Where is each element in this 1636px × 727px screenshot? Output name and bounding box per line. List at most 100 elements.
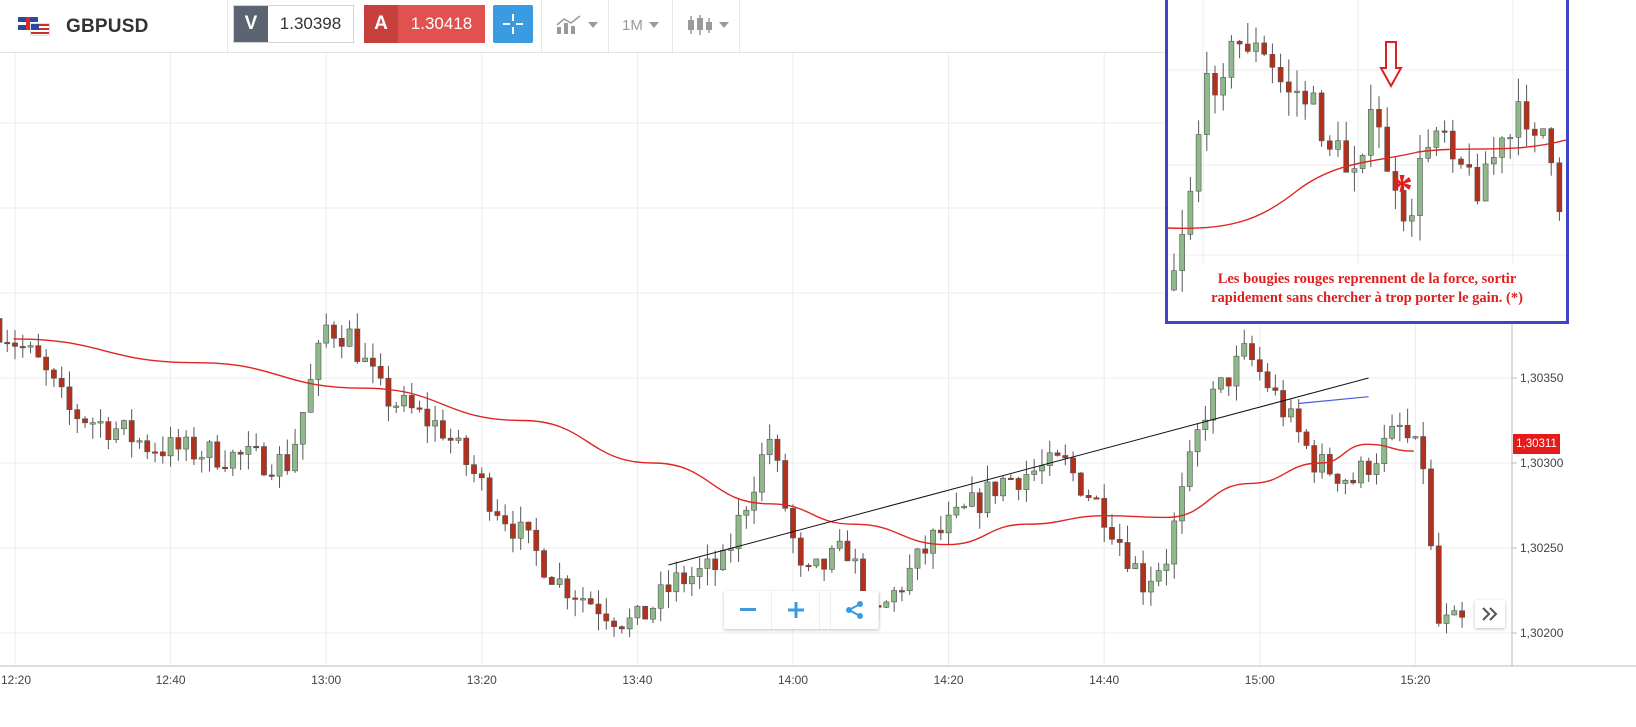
- candle-body: [1466, 164, 1473, 168]
- bullish-candle: [1294, 70, 1300, 117]
- bearish-candle: [214, 434, 221, 470]
- inset-chart: [1168, 0, 1566, 292]
- bearish-candle: [1376, 96, 1382, 148]
- bullish-candle: [1187, 177, 1194, 240]
- candle-body: [510, 523, 516, 539]
- bullish-candle: [914, 547, 921, 580]
- timeframe-dropdown[interactable]: 1M: [622, 8, 659, 42]
- bearish-candle: [992, 481, 999, 504]
- bullish-candle: [1179, 209, 1185, 292]
- bearish-candle: [805, 563, 812, 572]
- buy-button[interactable]: A 1.30418: [364, 5, 485, 43]
- bearish-candle: [1015, 476, 1022, 501]
- candle-body: [1409, 215, 1415, 222]
- candle-body: [1194, 429, 1201, 453]
- bearish-candle: [159, 436, 166, 464]
- bullish-candle: [1540, 128, 1546, 139]
- bullish-candle: [704, 544, 711, 586]
- candle-body: [1186, 451, 1193, 487]
- bullish-candle: [906, 554, 913, 595]
- symbol-selector[interactable]: GBPUSD: [18, 0, 149, 53]
- bearish-candle: [712, 550, 719, 587]
- bullish-candle: [984, 465, 991, 518]
- candle-body: [97, 421, 104, 424]
- bearish-candle: [1318, 90, 1325, 147]
- candle-body: [121, 420, 127, 430]
- candle-body: [1007, 477, 1014, 480]
- bearish-candle: [1286, 59, 1292, 116]
- candle-body: [198, 457, 205, 460]
- chart-type-dropdown[interactable]: [687, 8, 729, 42]
- bearish-candle: [494, 499, 501, 521]
- bearish-candle: [19, 334, 26, 358]
- candle-body: [1023, 474, 1030, 490]
- candle-body: [1392, 171, 1399, 191]
- bullish-candle: [1179, 472, 1185, 534]
- bearish-candle: [1007, 474, 1014, 480]
- candle-body: [478, 473, 485, 479]
- time-tick-label: 14:40: [1089, 673, 1120, 687]
- candle-body: [650, 607, 656, 620]
- candle-body: [634, 605, 641, 619]
- bearish-candle: [1236, 40, 1243, 59]
- bullish-candle: [766, 424, 773, 465]
- candle-body: [245, 446, 252, 455]
- candle-body: [307, 379, 314, 413]
- zoom-out-button[interactable]: [724, 591, 772, 629]
- candle-body: [1070, 457, 1076, 474]
- bullish-candle: [828, 545, 835, 573]
- candle-body: [665, 584, 672, 593]
- candle-body: [1449, 130, 1456, 160]
- candle-body: [1381, 437, 1388, 464]
- candle-body: [74, 409, 81, 420]
- bullish-candle: [97, 409, 104, 438]
- bullish-candle: [1203, 51, 1210, 151]
- candle-body: [113, 428, 120, 440]
- candle-body: [432, 420, 439, 427]
- share-button[interactable]: [830, 591, 879, 629]
- bullish-candle: [1443, 603, 1450, 634]
- bearish-candle: [1277, 53, 1284, 93]
- bullish-candle: [401, 385, 407, 412]
- bullish-candle: [1351, 145, 1358, 192]
- scroll-to-latest-button[interactable]: [1475, 600, 1505, 628]
- crosshair-button[interactable]: [493, 5, 533, 43]
- candle-body: [19, 346, 26, 349]
- candle-body: [439, 420, 446, 439]
- candle-body: [1295, 408, 1302, 433]
- candle-body: [1368, 109, 1374, 156]
- bearish-candle: [1303, 429, 1310, 450]
- zoom-in-button[interactable]: [772, 591, 820, 629]
- bullish-candle: [1202, 405, 1209, 441]
- bearish-candle: [471, 455, 477, 483]
- bullish-candle: [1412, 435, 1419, 440]
- bullish-candle: [1507, 134, 1514, 159]
- bullish-candle: [891, 586, 898, 612]
- candle-body: [128, 420, 135, 443]
- candle-body: [1389, 425, 1395, 439]
- candle-body: [261, 446, 267, 476]
- bullish-candle: [1368, 84, 1374, 168]
- candle-body: [315, 342, 322, 380]
- candle-body: [1365, 460, 1372, 475]
- bearish-candle: [1249, 335, 1255, 367]
- bullish-candle: [1515, 78, 1522, 156]
- candle-body: [517, 521, 524, 539]
- candle-body: [720, 550, 726, 571]
- bullish-candle: [953, 492, 960, 519]
- candle-body: [906, 567, 913, 592]
- candle-body: [1326, 454, 1333, 475]
- candle-body: [1358, 460, 1364, 484]
- bullish-candle: [1233, 345, 1240, 401]
- candle-body: [1202, 419, 1209, 430]
- bullish-candle: [245, 431, 252, 470]
- bearish-candle: [899, 586, 905, 602]
- bullish-candle: [1373, 453, 1380, 485]
- bearish-candle: [564, 575, 571, 610]
- chevron-down-icon: [648, 22, 659, 28]
- candle-body: [214, 441, 221, 468]
- sell-button[interactable]: V 1.30398: [233, 5, 354, 43]
- indicators-dropdown[interactable]: [556, 8, 598, 42]
- candle-body: [1351, 168, 1358, 173]
